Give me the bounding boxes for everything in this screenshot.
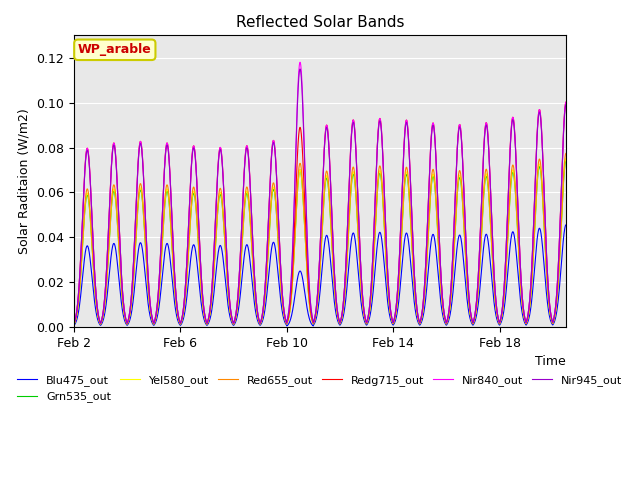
Redg715_out: [284, 316, 292, 322]
Line: Yel580_out: Yel580_out: [74, 158, 574, 324]
Red655_out: [530, 241, 538, 247]
Nir945_out: [530, 215, 538, 220]
Yel580_out: [280, 312, 288, 318]
Nir840_out: [570, 268, 578, 274]
Redg715_out: [70, 321, 78, 326]
Text: WP_arable: WP_arable: [78, 43, 152, 56]
Blu475_out: [570, 299, 578, 304]
Red655_out: [433, 216, 441, 222]
Nir840_out: [296, 60, 304, 65]
Blu475_out: [562, 222, 570, 228]
Red655_out: [562, 150, 570, 156]
Nir945_out: [433, 190, 441, 195]
Redg715_out: [433, 185, 441, 191]
Nir945_out: [70, 321, 78, 326]
Nir840_out: [555, 253, 563, 259]
Nir945_out: [296, 66, 304, 72]
Blu475_out: [555, 292, 563, 298]
Y-axis label: Solar Raditaion (W/m2): Solar Raditaion (W/m2): [18, 108, 31, 254]
Yel580_out: [284, 317, 292, 323]
Line: Grn535_out: Grn535_out: [74, 161, 574, 324]
Yel580_out: [433, 219, 441, 225]
Grn535_out: [570, 283, 578, 288]
Grn535_out: [284, 317, 292, 323]
Blu475_out: [433, 262, 441, 268]
Red655_out: [70, 321, 78, 327]
Line: Nir840_out: Nir840_out: [74, 62, 574, 324]
Red655_out: [308, 315, 316, 321]
Nir945_out: [308, 311, 316, 316]
Yel580_out: [555, 273, 563, 279]
Grn535_out: [70, 322, 78, 327]
Red655_out: [284, 317, 292, 323]
Grn535_out: [433, 221, 441, 227]
Nir945_out: [570, 269, 578, 275]
Nir840_out: [280, 308, 288, 314]
Nir945_out: [280, 308, 288, 314]
Yel580_out: [530, 244, 538, 250]
X-axis label: Time: Time: [535, 355, 566, 369]
Nir945_out: [555, 254, 563, 260]
Red655_out: [570, 281, 578, 287]
Yel580_out: [308, 315, 316, 321]
Red655_out: [280, 312, 288, 317]
Grn535_out: [280, 312, 288, 318]
Blu475_out: [283, 323, 291, 329]
Blu475_out: [284, 322, 292, 327]
Yel580_out: [570, 282, 578, 288]
Redg715_out: [562, 99, 570, 105]
Redg715_out: [555, 256, 563, 262]
Redg715_out: [530, 217, 538, 223]
Blu475_out: [70, 323, 78, 328]
Nir945_out: [284, 313, 292, 319]
Line: Blu475_out: Blu475_out: [74, 225, 574, 326]
Blu475_out: [280, 317, 288, 323]
Nir840_out: [530, 214, 538, 219]
Grn535_out: [530, 245, 538, 251]
Blu475_out: [308, 321, 316, 327]
Redg715_out: [308, 313, 316, 319]
Legend: Blu475_out, Grn535_out, Yel580_out, Red655_out, Redg715_out, Nir840_out, Nir945_: Blu475_out, Grn535_out, Yel580_out, Red6…: [13, 371, 627, 407]
Nir840_out: [70, 321, 78, 326]
Redg715_out: [570, 268, 578, 274]
Red655_out: [555, 272, 563, 277]
Blu475_out: [530, 274, 538, 280]
Yel580_out: [70, 322, 78, 327]
Nir840_out: [284, 313, 292, 319]
Grn535_out: [308, 315, 316, 321]
Line: Nir945_out: Nir945_out: [74, 69, 574, 324]
Grn535_out: [555, 274, 563, 280]
Yel580_out: [562, 156, 570, 161]
Grn535_out: [562, 158, 570, 164]
Line: Redg715_out: Redg715_out: [74, 102, 574, 324]
Nir840_out: [308, 311, 316, 316]
Nir840_out: [433, 188, 441, 193]
Line: Red655_out: Red655_out: [74, 153, 574, 324]
Redg715_out: [280, 308, 288, 314]
Title: Reflected Solar Bands: Reflected Solar Bands: [236, 15, 404, 30]
